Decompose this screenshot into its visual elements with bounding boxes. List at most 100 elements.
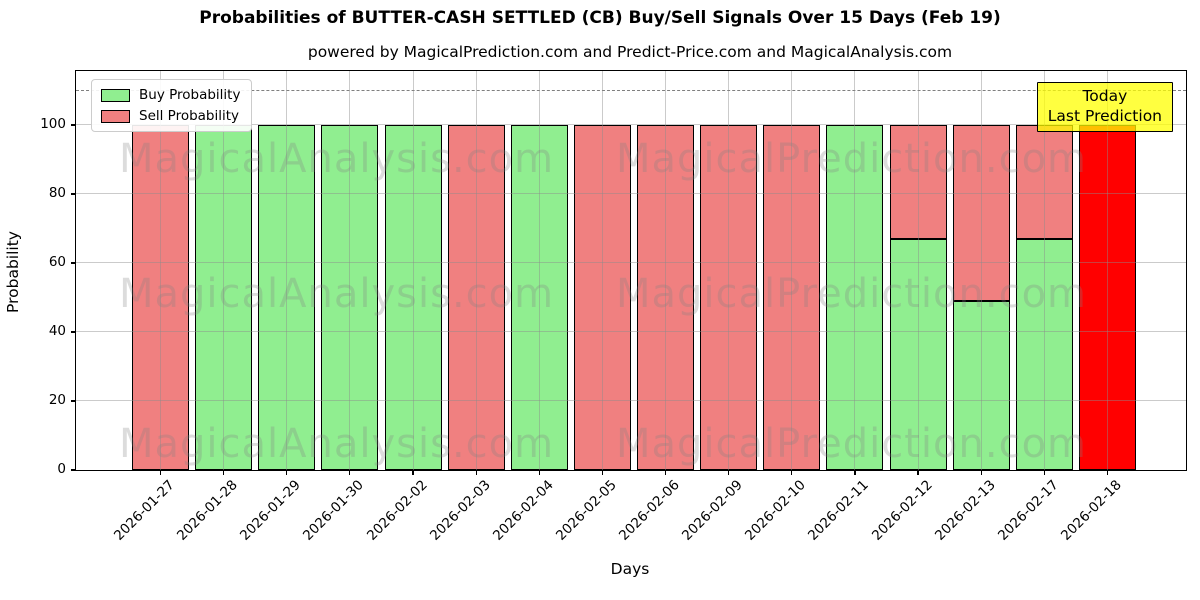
x-tick [980, 470, 982, 475]
x-tick [538, 470, 540, 475]
x-tick-label: 2026-01-30 [300, 477, 368, 544]
x-tick [601, 470, 603, 475]
h-gridline [76, 331, 1186, 332]
bar-segment-buy [321, 125, 379, 470]
x-tick-label: 2026-02-02 [363, 477, 431, 544]
v-gridline [601, 71, 603, 470]
bar-segment-sell [573, 125, 631, 470]
dashed-reference-line [76, 89, 1186, 91]
x-tick-label: 2026-02-11 [805, 477, 873, 544]
x-tick-label: 2026-02-17 [994, 477, 1062, 544]
bar-segment-today-sell [1078, 125, 1136, 470]
y-tick [71, 331, 76, 333]
bar-segment-sell [889, 125, 947, 239]
y-tick-label: 0 [57, 461, 66, 477]
bar-2026-02-11 [826, 71, 884, 470]
bar-segment-sell [447, 125, 505, 470]
x-tick [854, 470, 856, 475]
x-tick [1043, 470, 1045, 475]
bar-2026-02-04 [510, 71, 568, 470]
bar-2026-01-28 [195, 71, 253, 470]
v-gridline [791, 71, 793, 470]
x-tick-label: 2026-02-09 [679, 477, 746, 544]
x-tick [475, 470, 477, 475]
x-tick [1106, 470, 1109, 475]
x-tick [412, 470, 414, 475]
bar-segment-sell [700, 125, 758, 470]
legend-item-sell: Sell Probability [101, 108, 240, 124]
bar-segment-buy [952, 300, 1010, 470]
bar-segment-buy [384, 125, 442, 470]
x-tick [917, 470, 919, 475]
legend: Buy Probability Sell Probability [91, 79, 253, 132]
v-gridline [412, 71, 414, 470]
h-gridline [76, 400, 1186, 401]
x-tick-label: 2026-02-06 [616, 477, 683, 544]
bar-segment-sell [763, 125, 821, 470]
bar-2026-02-06 [637, 71, 695, 470]
x-tick [791, 470, 793, 475]
y-tick [71, 262, 76, 264]
v-gridline [349, 71, 351, 470]
x-tick-label: 2026-01-27 [111, 477, 178, 544]
x-tick-label: 2026-02-13 [931, 477, 999, 544]
v-gridline [665, 71, 667, 470]
bar-segment-buy [1015, 238, 1073, 470]
h-gridline [76, 124, 1186, 125]
bar-2026-01-29 [258, 71, 316, 470]
bar-2026-02-12 [889, 71, 947, 470]
bar-2026-02-09 [700, 71, 758, 470]
y-tick-label: 100 [40, 116, 66, 132]
y-tick [71, 400, 76, 402]
y-tick [71, 193, 76, 195]
bar-2026-02-13 [952, 71, 1010, 470]
bar-segment-sell [637, 125, 695, 470]
x-tick-label: 2026-02-03 [426, 477, 494, 544]
v-gridline [980, 71, 982, 470]
bar-segment-buy [889, 238, 947, 470]
bar-segment-sell [952, 125, 1010, 301]
x-tick-label: 2026-02-18 [1057, 477, 1125, 544]
legend-label-buy: Buy Probability [139, 87, 241, 103]
h-gridline [76, 262, 1186, 263]
y-tick-label: 20 [48, 392, 66, 408]
y-tick [71, 124, 76, 126]
bar-segment-buy [510, 125, 568, 470]
bar-2026-02-10 [763, 71, 821, 470]
chart-subtitle: powered by MagicalPrediction.com and Pre… [307, 43, 953, 61]
v-gridline [728, 71, 730, 470]
bar-2026-02-05 [573, 71, 631, 470]
bar-2026-01-27 [132, 71, 189, 470]
bar-2026-02-03 [447, 71, 505, 470]
legend-item-buy: Buy Probability [101, 87, 240, 103]
v-gridline [286, 71, 288, 470]
x-axis-label: Days [610, 560, 650, 578]
bar-segment-buy [195, 125, 253, 470]
sell-swatch-icon [101, 109, 130, 123]
legend-label-sell: Sell Probability [139, 108, 240, 124]
y-tick-label: 80 [48, 185, 66, 201]
bar-segment-buy [826, 125, 884, 470]
x-tick-label: 2026-02-04 [489, 477, 557, 544]
x-tick [349, 470, 351, 475]
bar-segment-sell [132, 125, 189, 470]
v-gridline [917, 71, 919, 470]
x-tick [159, 470, 162, 475]
x-tick-label: 2026-02-10 [742, 477, 810, 544]
annotation-line1: Today [1082, 87, 1128, 105]
x-tick-label: 2026-01-28 [174, 477, 241, 544]
y-axis-label: Probability [4, 231, 22, 313]
h-gridline [76, 193, 1186, 194]
annotation-line2: Last Prediction [1047, 107, 1162, 126]
v-gridline [854, 71, 856, 470]
bar-segment-sell [1015, 125, 1073, 239]
bar-segment-buy [258, 125, 316, 470]
v-gridline [160, 71, 161, 470]
chart-title: Probabilities of BUTTER-CASH SETTLED (CB… [199, 8, 1001, 28]
v-gridline [1043, 71, 1045, 470]
plot-area: MagicalAnalysis.com MagicalPrediction.co… [71, 70, 1187, 475]
bar-2026-02-18 [1078, 71, 1136, 470]
v-gridline [1106, 71, 1108, 470]
v-gridline [538, 71, 540, 470]
